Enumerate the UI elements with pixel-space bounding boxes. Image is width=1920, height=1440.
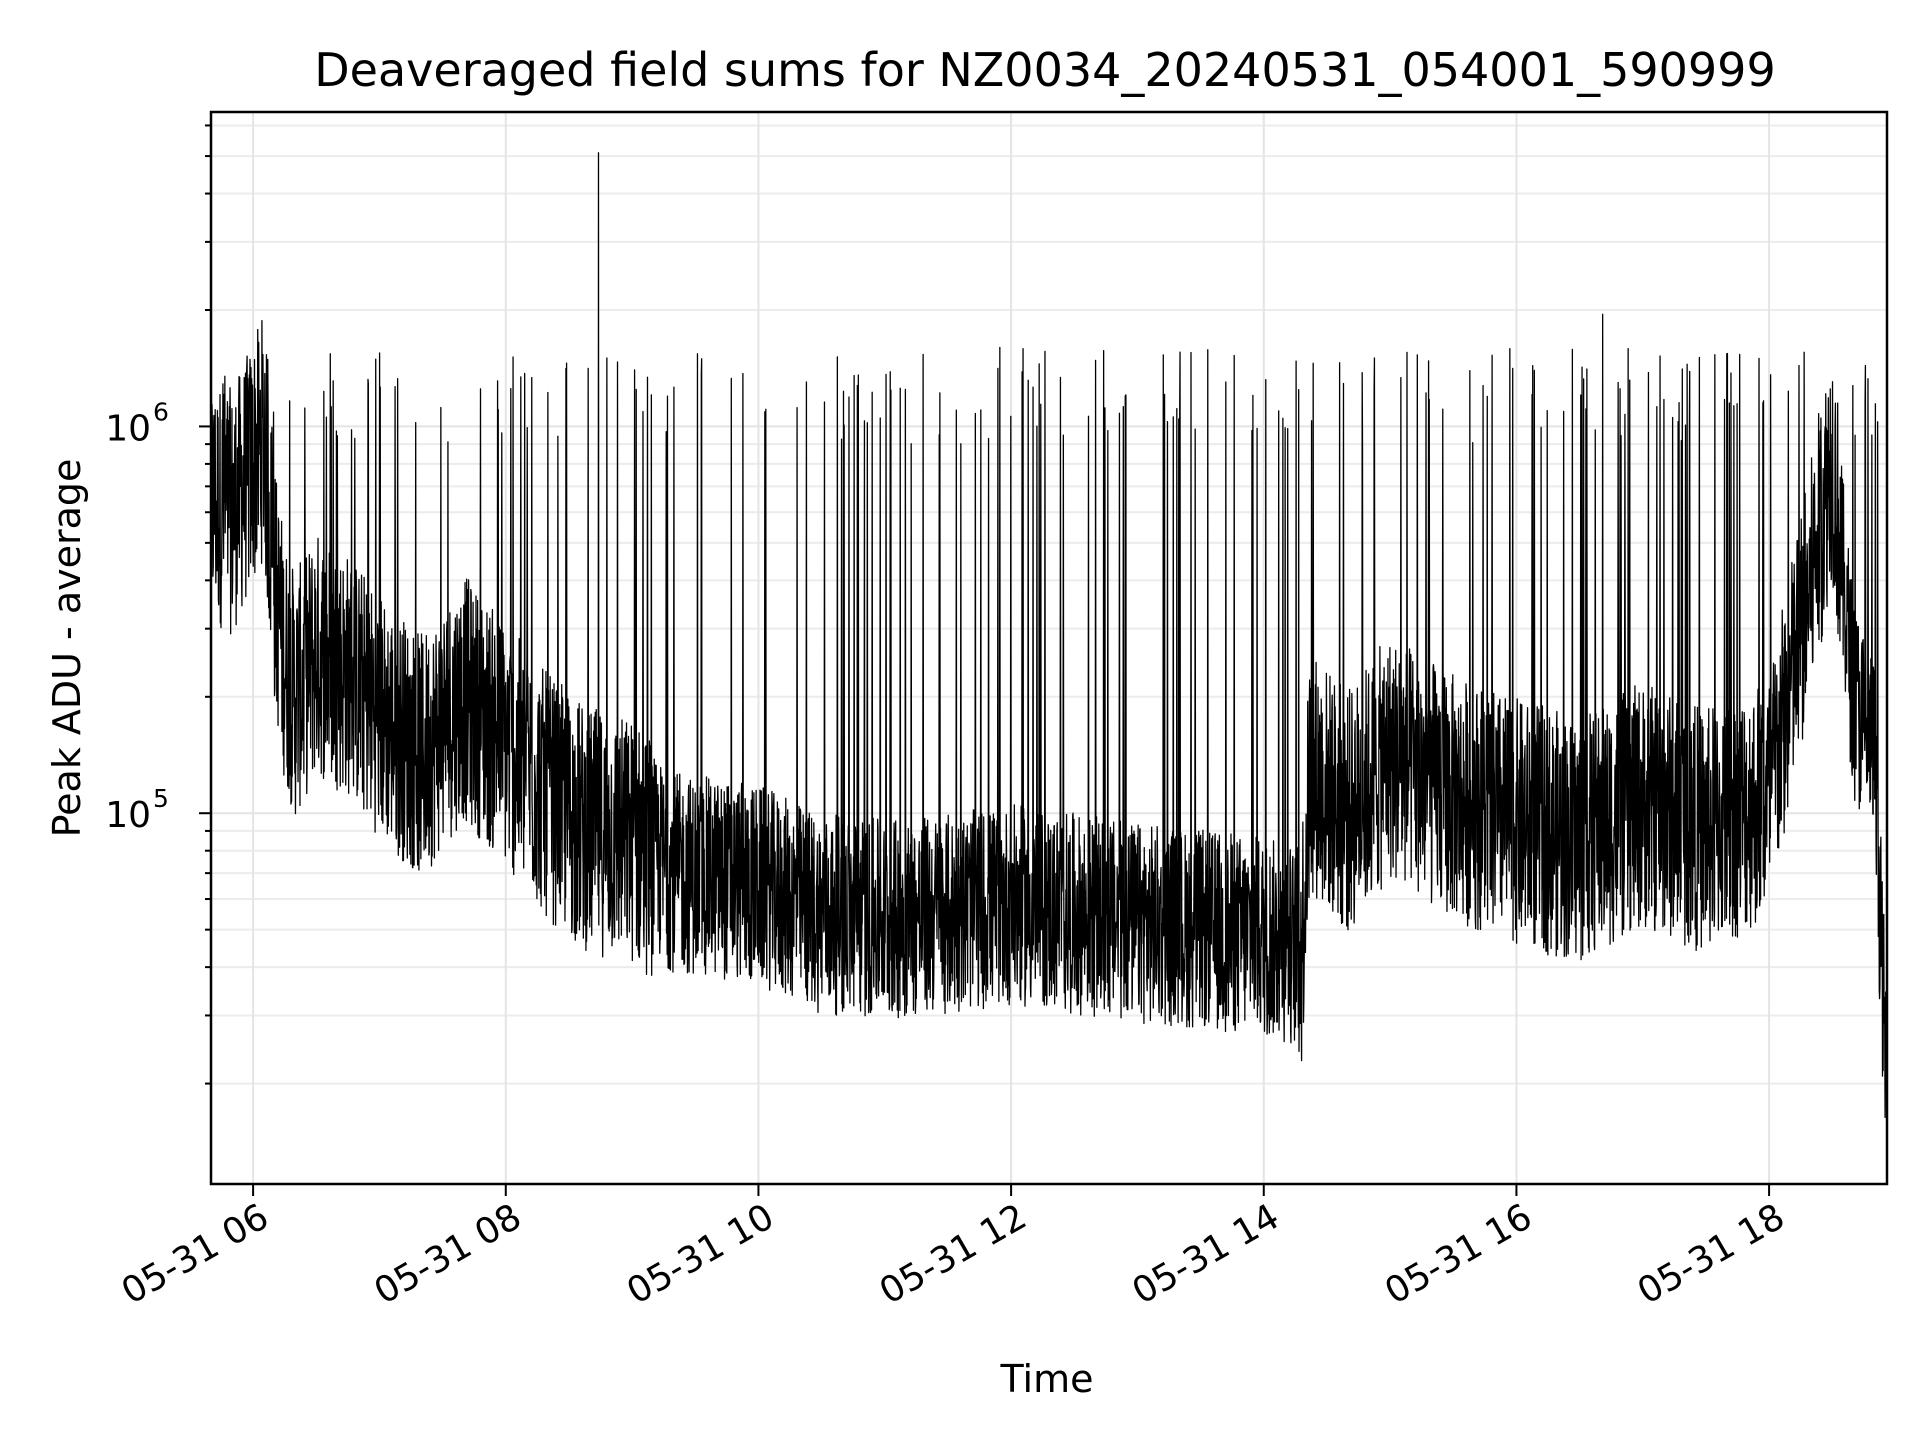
chart-title: Deaveraged field sums for NZ0034_2024053… [314, 43, 1775, 97]
y-tick-exponent: 5 [153, 784, 169, 813]
plot-frame [209, 110, 1889, 1186]
series-line [210, 152, 1888, 1119]
y-tick-label: 10 [105, 795, 151, 836]
x-axis-label: Time [1000, 1357, 1094, 1401]
y-tick-exponent: 6 [153, 397, 169, 426]
y-tick-label: 10 [105, 408, 151, 449]
series-layer [210, 152, 1888, 1119]
y-axis-label: Peak ADU - average [45, 459, 89, 838]
